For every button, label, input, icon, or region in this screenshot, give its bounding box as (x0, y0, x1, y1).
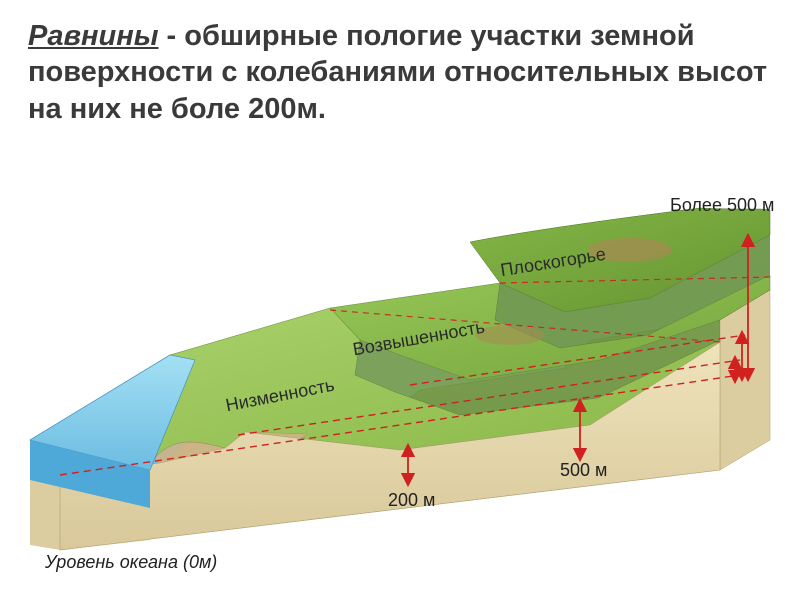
soil-right (720, 290, 770, 470)
plain-elevation-diagram: Низменность Возвышенность Плоскогорье 20… (0, 180, 800, 580)
label-500m: 500 м (560, 460, 607, 481)
label-200m: 200 м (388, 490, 435, 511)
ocean-level-label: Уровень океана (0м) (45, 552, 217, 573)
title-block: Равнины - обширные пологие участки земно… (0, 0, 800, 137)
diagram-svg (0, 180, 800, 580)
title-term: Равнины (28, 20, 159, 52)
label-500plus: Более 500 м (670, 195, 774, 216)
